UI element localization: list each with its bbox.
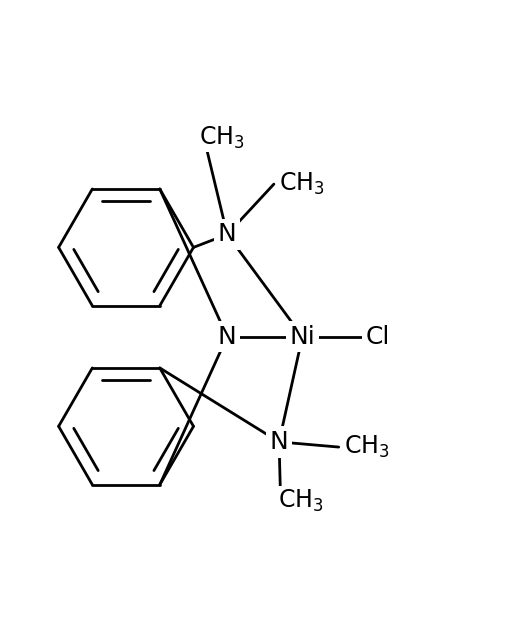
Text: Ni: Ni (289, 324, 315, 349)
Text: CH$_3$: CH$_3$ (344, 434, 389, 460)
Text: CH$_3$: CH$_3$ (278, 488, 324, 513)
Text: N: N (270, 430, 288, 454)
Text: N: N (218, 324, 237, 349)
Text: CH$_3$: CH$_3$ (279, 171, 325, 197)
Text: Cl: Cl (365, 324, 390, 349)
Text: N: N (218, 223, 237, 246)
Text: CH$_3$: CH$_3$ (199, 124, 245, 150)
